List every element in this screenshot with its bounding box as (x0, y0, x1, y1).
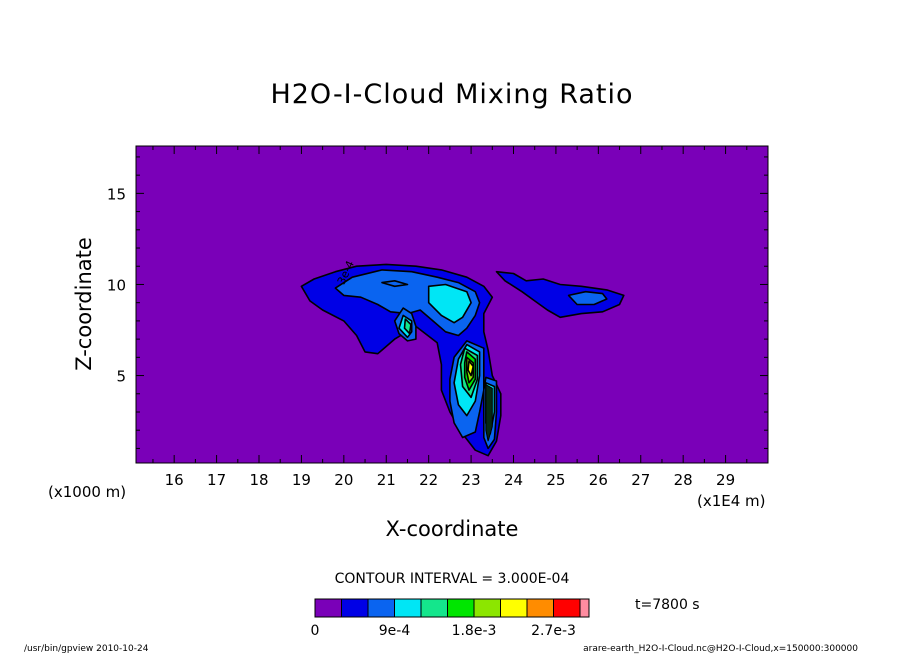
contour-region-12 (403, 318, 412, 335)
colorbar-tick-label-3: 2.7e-3 (531, 623, 576, 639)
x-tick-label-24: 24 (504, 471, 523, 489)
y-axis: 5 10 15 (107, 156, 768, 449)
contour-region-16 (381, 279, 409, 288)
colorbar-swatch-10 (579, 598, 590, 618)
contour-region-15 (467, 360, 475, 377)
colorbar-swatch-5 (447, 598, 475, 618)
plot-frame (135, 145, 769, 464)
y-tick-label-10: 10 (107, 276, 126, 294)
colorbar-tick-label-1: 9e-4 (379, 623, 411, 639)
footer-left: /usr/bin/gpview 2010-10-24 (24, 644, 149, 654)
y-tick-label-15: 15 (107, 185, 126, 203)
colorbar-swatch-0 (314, 598, 342, 618)
x-axis-label: X-coordinate (386, 517, 519, 541)
colorbar-swatch-2 (367, 598, 395, 618)
x-tick-label-22: 22 (419, 471, 438, 489)
colorbar-tick-label-2: 1.8e-3 (452, 623, 497, 639)
x-axis: 16 17 18 19 20 21 22 23 24 25 26 27 28 29 (152, 146, 748, 489)
contour-region-7 (427, 283, 472, 324)
contour-dense-streak (485, 383, 493, 442)
colorbar-swatch-3 (394, 598, 422, 618)
contour-region-1 (495, 270, 625, 319)
colorbar-swatch-9 (553, 598, 581, 618)
colorbar-swatch-4 (420, 598, 448, 618)
footer-right: arare-earth_H2O-I-Cloud.nc@H2O-I-Cloud,x… (583, 644, 858, 654)
colorbar-swatch-6 (473, 598, 501, 618)
contour-interval-label: CONTOUR INTERVAL = 3.000E-04 (335, 571, 570, 587)
x-tick-label-25: 25 (546, 471, 565, 489)
x-tick-label-29: 29 (716, 471, 735, 489)
chart-title: H2O-I-Cloud Mixing Ratio (270, 79, 633, 110)
x-unit-right: (x1E4 m) (697, 492, 766, 510)
x-tick-label-20: 20 (334, 471, 353, 489)
x-tick-label-26: 26 (589, 471, 608, 489)
colorbar-swatch-1 (341, 598, 369, 618)
x-tick-label-19: 19 (292, 471, 311, 489)
x-tick-label-21: 21 (377, 471, 396, 489)
x-tick-label-28: 28 (674, 471, 693, 489)
x-tick-label-23: 23 (462, 471, 481, 489)
x-tick-label-18: 18 (249, 471, 268, 489)
x-tick-label-27: 27 (631, 471, 650, 489)
plot-area: 3e-4 (135, 145, 769, 464)
x-unit-left: (x1000 m) (48, 483, 126, 501)
colorbar-tick-label-0: 0 (311, 623, 320, 639)
colorbar-swatch-7 (500, 598, 528, 618)
y-axis-label: Z-coordinate (72, 237, 96, 371)
time-label: t=7800 s (635, 597, 700, 613)
y-tick-label-5: 5 (116, 368, 126, 386)
colorbar: 0 9e-4 1.8e-3 2.7e-3 (311, 598, 590, 639)
x-tick-label-16: 16 (165, 471, 184, 489)
x-tick-label-17: 17 (207, 471, 226, 489)
contour-region-6 (567, 290, 608, 306)
colorbar-swatch-8 (526, 598, 554, 618)
